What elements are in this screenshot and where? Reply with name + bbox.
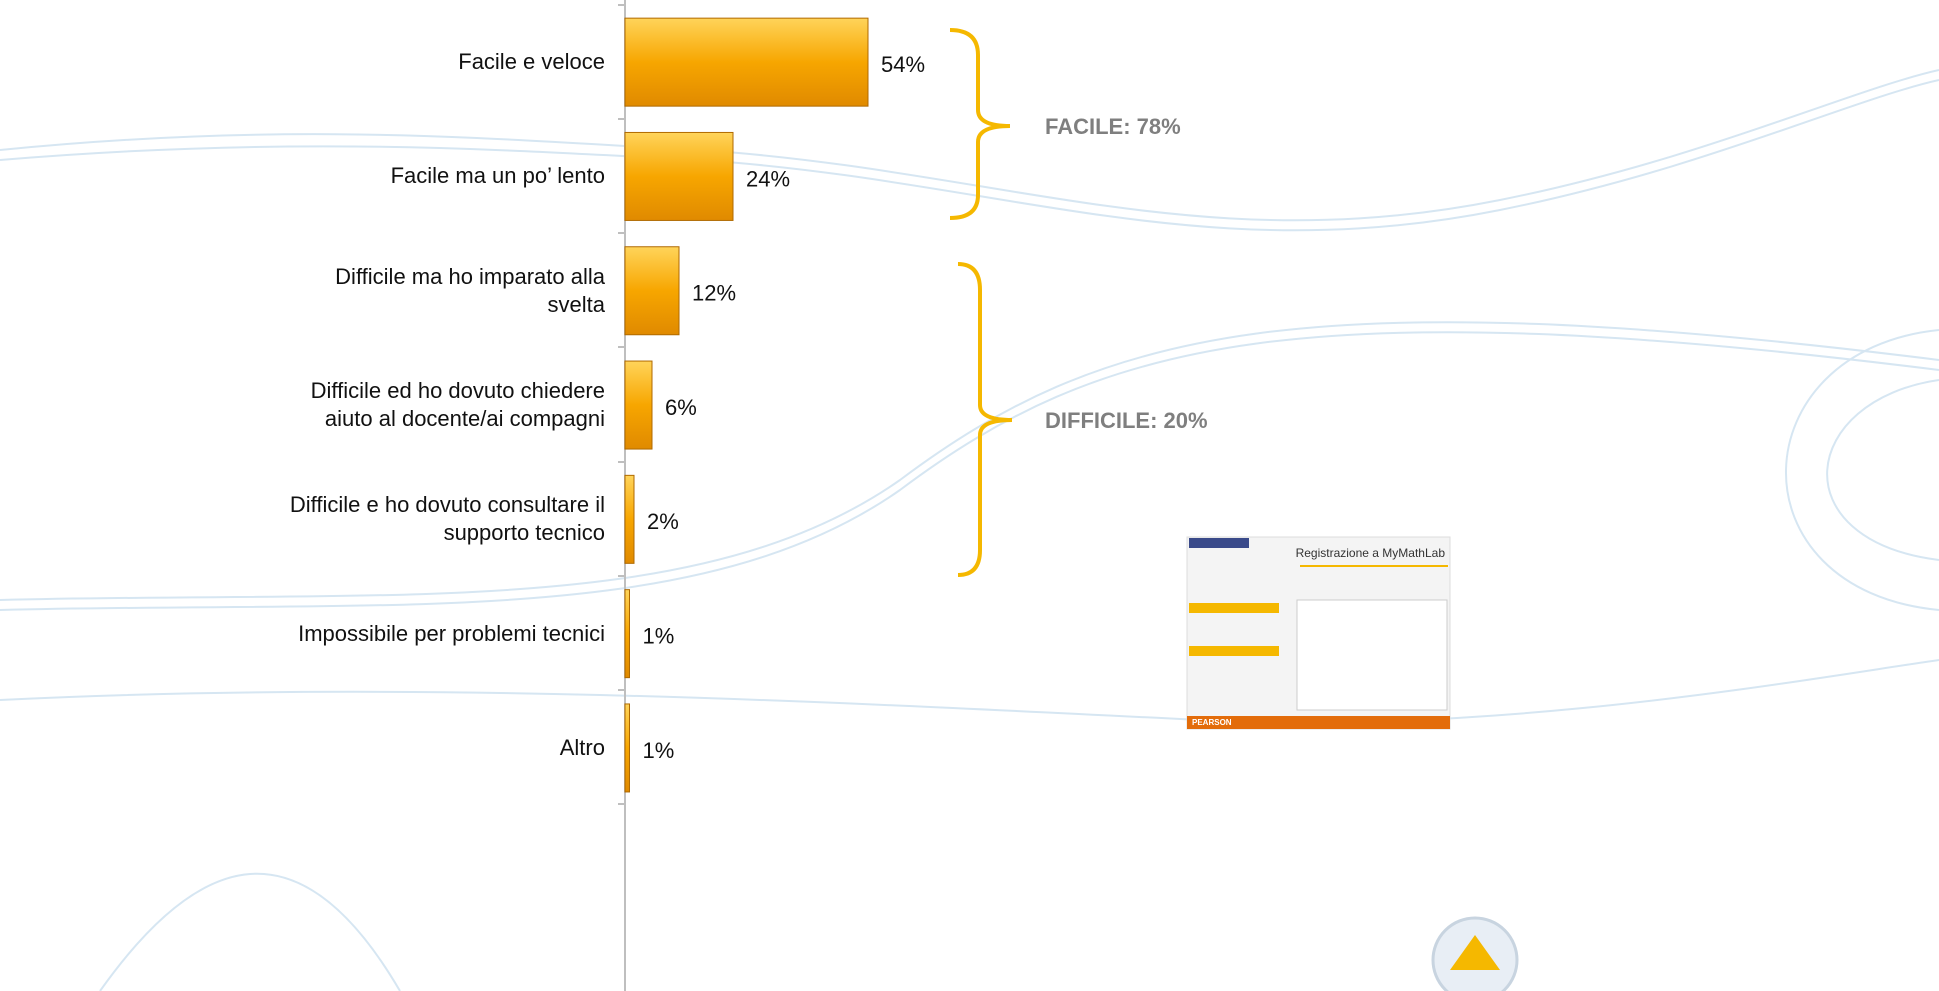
bar xyxy=(625,704,630,792)
annotation: DIFFICILE: 20% xyxy=(1045,408,1208,433)
thumbnail-form xyxy=(1297,600,1447,710)
value-label: 12% xyxy=(692,281,736,306)
category-label: Difficile ma ho imparato alla svelta xyxy=(125,263,605,319)
annotation: FACILE: 78% xyxy=(1045,114,1181,139)
thumbnail-footer-text: PEARSON xyxy=(1192,718,1232,727)
bar xyxy=(625,132,733,220)
category-label: Facile e veloce xyxy=(125,48,605,76)
category-label: Difficile ed ho dovuto chiedere aiuto al… xyxy=(125,377,605,433)
bar xyxy=(625,475,634,563)
value-label: 24% xyxy=(746,166,790,191)
value-label: 54% xyxy=(881,52,925,77)
value-label: 2% xyxy=(647,509,679,534)
thumbnail-title: Registrazione a MyMathLab xyxy=(1296,546,1446,560)
category-label: Difficile e ho dovuto consultare il supp… xyxy=(125,491,605,547)
brackets xyxy=(950,30,1012,575)
category-label: Facile ma un po’ lento xyxy=(125,162,605,190)
page: FACILE: 78% DIFFICILE: 20% Registrazione… xyxy=(0,0,1939,991)
value-label: 6% xyxy=(665,395,697,420)
bar xyxy=(625,18,868,106)
thumbnail: Registrazione a MyMathLab PEARSON xyxy=(1187,537,1450,729)
bar xyxy=(625,247,679,335)
logo xyxy=(1433,918,1517,991)
value-label: 1% xyxy=(643,738,675,763)
thumbnail-tab xyxy=(1189,538,1249,548)
category-separators xyxy=(618,5,625,804)
value-label: 1% xyxy=(643,623,675,648)
thumbnail-highlight xyxy=(1189,646,1279,656)
thumbnail-highlight xyxy=(1189,603,1279,613)
category-label: Altro xyxy=(125,734,605,762)
bar xyxy=(625,361,652,449)
category-label: Impossibile per problemi tecnici xyxy=(125,620,605,648)
bar xyxy=(625,590,630,678)
